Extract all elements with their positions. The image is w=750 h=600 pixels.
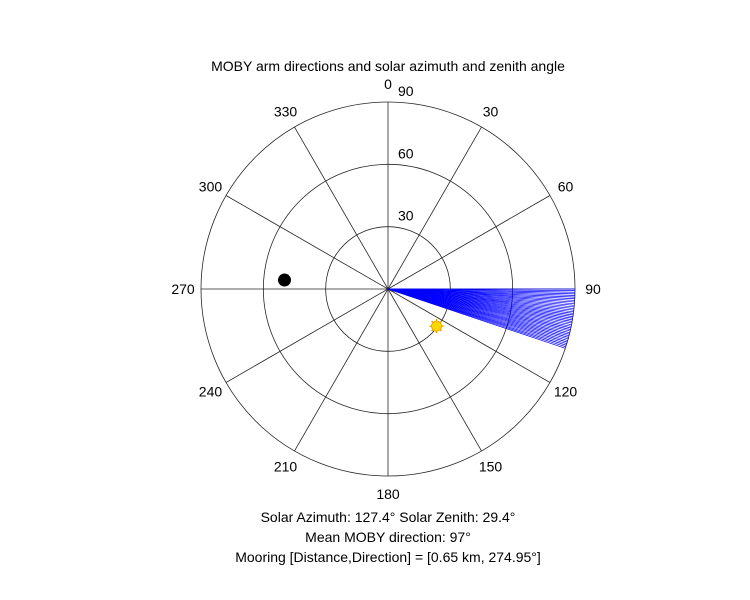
angle-tick-label: 0 xyxy=(384,76,392,92)
angle-tick-label: 180 xyxy=(376,486,400,502)
mooring-marker xyxy=(277,273,291,287)
sun-disc xyxy=(431,320,442,332)
angle-tick-label: 210 xyxy=(274,459,298,475)
grid-spoke-150 xyxy=(387,288,482,452)
sun-marker xyxy=(429,319,444,334)
angle-tick-label: 30 xyxy=(483,103,499,119)
radial-tick-label: 90 xyxy=(398,83,414,99)
axis-labels: 0 30 60 90 120 150 180 210 240 270 300 330 30 60 90 xyxy=(171,76,601,502)
grid-spoke-240 xyxy=(225,288,389,383)
grid-spoke-330 xyxy=(294,126,389,290)
angle-tick-label: 150 xyxy=(479,459,503,475)
angle-tick-label: 330 xyxy=(274,103,298,119)
chart-title: MOBY arm directions and solar azimuth an… xyxy=(211,58,565,74)
solar-caption: Solar Azimuth: 127.4° Solar Zenith: 29.4… xyxy=(260,509,516,525)
radial-tick-label: 30 xyxy=(398,208,414,224)
polar-grid xyxy=(200,101,576,477)
grid-spoke-30 xyxy=(387,126,482,290)
moby-arm-line xyxy=(387,288,566,349)
angle-tick-label: 300 xyxy=(199,179,223,195)
grid-spoke-210 xyxy=(294,288,389,452)
angle-tick-label: 240 xyxy=(199,384,223,400)
angle-tick-label: 270 xyxy=(171,281,195,297)
grid-spoke-300 xyxy=(225,195,389,290)
angle-tick-label: 120 xyxy=(554,384,578,400)
radial-tick-label: 60 xyxy=(398,145,414,161)
moby-direction-caption: Mean MOBY direction: 97° xyxy=(305,529,471,545)
data-series xyxy=(277,273,575,349)
angle-tick-label: 60 xyxy=(558,179,574,195)
grid-spoke-60 xyxy=(387,195,551,290)
angle-tick-label: 90 xyxy=(585,281,601,297)
mooring-caption: Mooring [Distance,Direction] = [0.65 km,… xyxy=(235,549,541,565)
grid-spoke-120 xyxy=(387,288,551,383)
